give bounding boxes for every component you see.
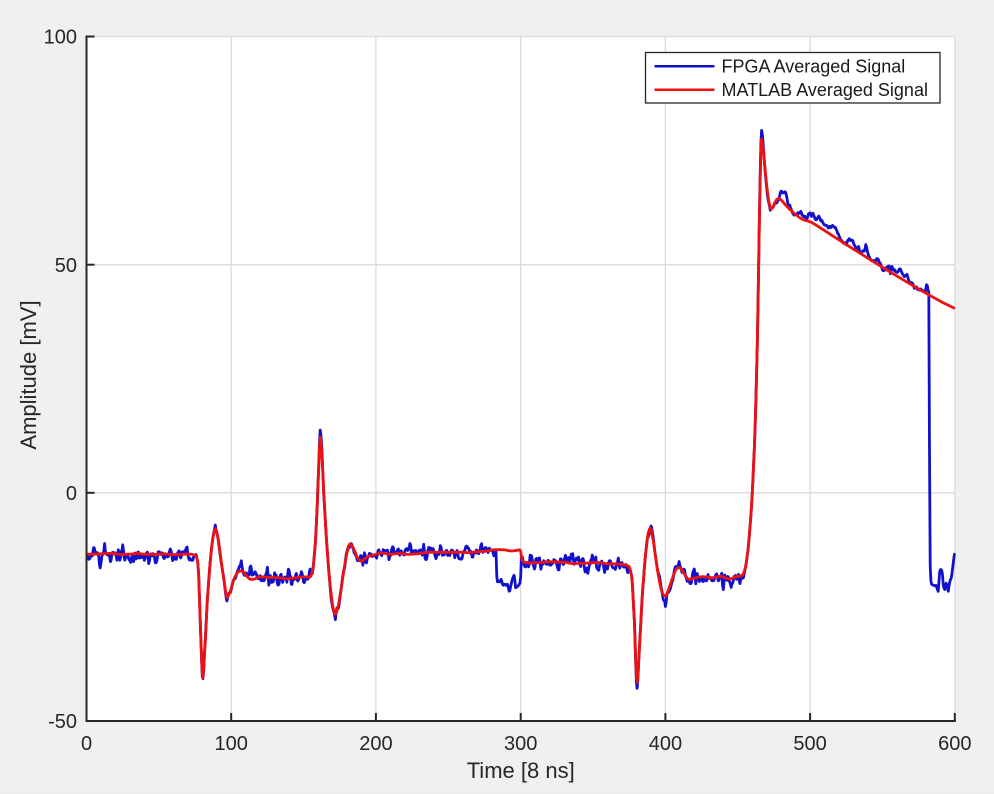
svg-text:0: 0 <box>81 733 92 755</box>
svg-text:50: 50 <box>55 255 77 277</box>
svg-text:600: 600 <box>938 733 971 755</box>
svg-text:100: 100 <box>215 733 248 755</box>
svg-text:-50: -50 <box>48 711 77 733</box>
svg-text:400: 400 <box>649 733 682 755</box>
svg-text:100: 100 <box>44 27 77 49</box>
svg-text:FPGA Averaged Signal: FPGA Averaged Signal <box>722 57 906 77</box>
svg-text:300: 300 <box>504 733 537 755</box>
svg-text:0: 0 <box>66 483 77 505</box>
svg-text:MATLAB Averaged Signal: MATLAB Averaged Signal <box>722 80 928 100</box>
svg-text:Time [8 ns]: Time [8 ns] <box>467 758 575 783</box>
svg-text:200: 200 <box>359 733 392 755</box>
svg-text:Amplitude [mV]: Amplitude [mV] <box>16 300 41 449</box>
svg-text:500: 500 <box>793 733 826 755</box>
